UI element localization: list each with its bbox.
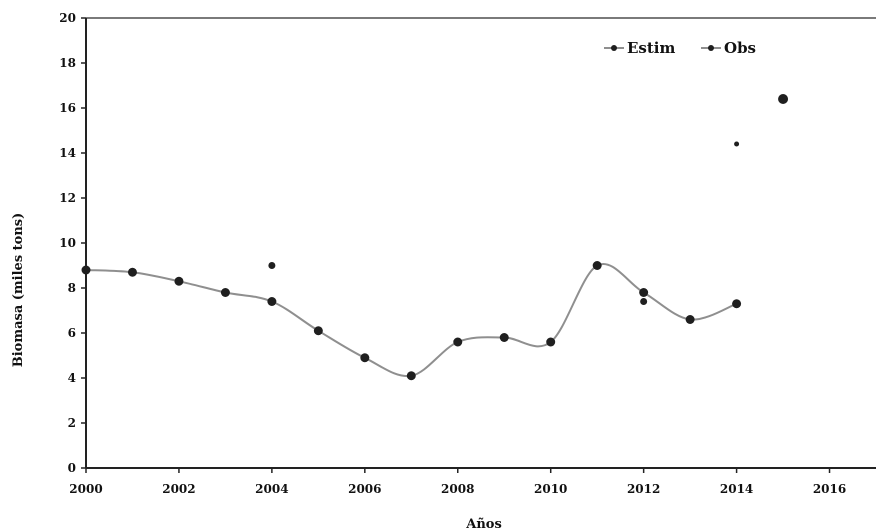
estim-point (267, 297, 277, 306)
obs-point (640, 298, 648, 305)
x-tick-label: 2010 (534, 482, 567, 496)
legend-obs-marker (708, 45, 714, 51)
estim-point (453, 337, 463, 347)
y-tick-label: 14 (59, 146, 76, 160)
estim-point (592, 261, 602, 270)
estim-point (685, 315, 695, 324)
x-tick-label: 2004 (255, 482, 288, 496)
y-tick-label: 16 (59, 101, 76, 115)
estim-point (639, 288, 649, 297)
estim-point (127, 267, 137, 277)
y-tick-label: 20 (59, 11, 76, 25)
legend: Estim Obs (604, 39, 756, 57)
y-tick-label: 0 (68, 461, 76, 475)
y-tick-label: 10 (59, 236, 76, 250)
legend-estim-label: Estim (627, 39, 676, 57)
x-tick-label: 2014 (720, 482, 753, 496)
obs-point (268, 262, 276, 269)
plot-area (86, 18, 876, 468)
x-axis-ticks: 2000 2002 2004 2006 2008 2010 2012 2014 2016 (69, 468, 846, 496)
estim-point (406, 371, 416, 381)
estim-point (174, 276, 184, 286)
estim-point (220, 288, 230, 297)
x-tick-label: 2016 (813, 482, 846, 496)
estim-point (546, 337, 556, 347)
x-tick-label: 2012 (627, 482, 660, 496)
y-tick-label: 18 (59, 56, 76, 70)
estim-point (313, 326, 323, 336)
y-tick-label: 12 (59, 191, 76, 205)
legend-estim-marker (611, 45, 617, 51)
y-axis-title: Biomasa (miles tons) (11, 213, 26, 368)
y-tick-label: 6 (68, 326, 76, 340)
estim-point (732, 299, 742, 309)
x-tick-label: 2000 (69, 482, 102, 496)
x-tick-label: 2006 (348, 482, 381, 496)
obs-point (778, 94, 789, 104)
x-axis-title: Años (465, 517, 502, 532)
x-tick-label: 2008 (441, 482, 474, 496)
estim-point (360, 353, 370, 363)
y-tick-label: 2 (68, 416, 76, 430)
x-tick-label: 2002 (162, 482, 195, 496)
series-layer (81, 94, 789, 381)
estim-point (81, 265, 91, 275)
legend-obs-label: Obs (724, 39, 756, 57)
estim-point (499, 333, 509, 342)
y-axis-ticks: 0 2 4 6 8 10 12 14 16 18 20 (59, 11, 86, 475)
obs-point (734, 141, 740, 147)
y-tick-label: 8 (68, 281, 76, 295)
y-tick-label: 4 (68, 371, 76, 385)
